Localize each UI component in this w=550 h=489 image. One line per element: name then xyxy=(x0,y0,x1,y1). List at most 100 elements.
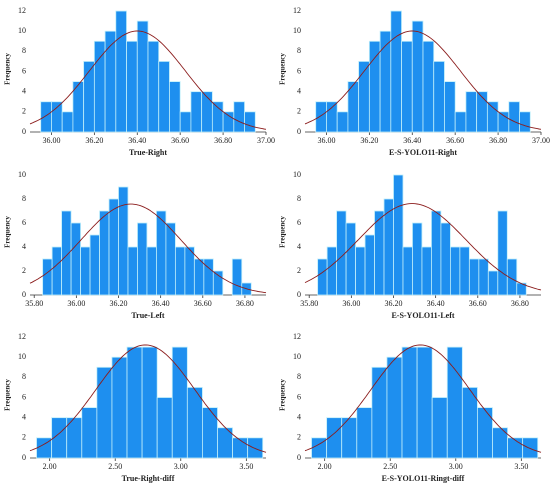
histogram-bar xyxy=(386,356,403,459)
y-axis-label: Frequency xyxy=(4,379,12,411)
histogram-bar xyxy=(326,246,338,296)
y-tick-label: 6 xyxy=(22,218,26,227)
histogram-bar xyxy=(146,246,157,296)
x-tick-label: 36.60 xyxy=(171,136,189,145)
histogram-bar xyxy=(147,40,160,133)
histogram-bar xyxy=(402,246,413,296)
histogram-bar xyxy=(126,346,143,459)
x-tick-label: 2.50 xyxy=(108,462,122,471)
y-tick-label: 8 xyxy=(22,194,26,203)
histogram-bar xyxy=(222,111,235,133)
histogram-bar xyxy=(137,222,148,296)
y-axis-label: Frequency xyxy=(279,216,287,248)
x-axis-label: True-Right-diff xyxy=(122,474,175,483)
x-axis-label: E-S-YOLO11-Left xyxy=(391,311,454,320)
histogram-bar xyxy=(444,81,456,133)
histogram-bar xyxy=(431,210,442,296)
histogram-bar xyxy=(61,111,74,133)
histogram-bar xyxy=(356,407,373,459)
histogram-bar xyxy=(508,101,520,133)
histogram-panel: 0 2 4 6 8 10 35.80 36.00 36.20 36.40 36.60 36.80 Tru… xyxy=(4,170,267,320)
x-axis-label: E-S-YOLO11-Right xyxy=(389,148,457,157)
histogram-bar xyxy=(454,111,467,133)
histogram-bar xyxy=(108,198,119,296)
histogram-bar xyxy=(401,40,413,133)
x-tick-label: 36.60 xyxy=(194,299,212,308)
normal-fit-curve xyxy=(29,344,267,453)
x-tick-label: 36.20 xyxy=(110,299,128,308)
histogram-bar xyxy=(487,270,499,296)
histogram-bar xyxy=(156,210,167,296)
x-tick-label: 36.60 xyxy=(469,299,487,308)
x-tick-label: 36.00 xyxy=(42,136,60,145)
x-tick-label: 35.80 xyxy=(300,299,318,308)
histogram-bar xyxy=(497,111,510,133)
y-tick-label: 0 xyxy=(297,127,301,136)
y-tick-label: 10 xyxy=(293,170,301,179)
histogram-bar xyxy=(497,210,508,296)
y-tick-label: 8 xyxy=(22,372,26,381)
histogram-bar xyxy=(522,437,539,459)
x-tick-label: 36.80 xyxy=(214,136,232,145)
x-axis-label: E-S-YOLO11-Ringt-diff xyxy=(382,474,465,483)
x-tick-label: 36.40 xyxy=(128,136,146,145)
x-axis-label: True-Right xyxy=(129,148,167,157)
histogram-bar xyxy=(81,407,98,459)
histogram-bar xyxy=(127,246,138,296)
histogram-bar xyxy=(136,20,149,133)
histogram-bar xyxy=(212,270,224,296)
y-tick-label: 4 xyxy=(22,87,26,96)
y-tick-label: 8 xyxy=(297,372,301,381)
normal-fit-curve xyxy=(29,30,267,130)
histogram-bar xyxy=(174,246,186,296)
y-tick-label: 10 xyxy=(293,26,301,35)
histogram-bar xyxy=(171,346,188,459)
histogram-bar xyxy=(383,198,394,296)
histogram-bar xyxy=(476,91,488,133)
histogram-bar xyxy=(51,101,63,133)
histogram-bar xyxy=(93,40,106,133)
histogram-bar xyxy=(477,407,493,459)
histogram-bar xyxy=(179,111,192,133)
y-tick-label: 2 xyxy=(22,266,26,275)
y-tick-label: 8 xyxy=(297,46,301,55)
histogram-bar xyxy=(315,101,327,133)
histogram-bar xyxy=(368,40,381,133)
y-tick-label: 4 xyxy=(22,242,26,251)
histogram-bar xyxy=(433,61,445,133)
y-tick-label: 0 xyxy=(297,290,301,299)
y-tick-label: 6 xyxy=(297,392,301,401)
y-tick-label: 10 xyxy=(18,170,26,179)
histogram-bar xyxy=(317,258,328,296)
x-tick-label: 3.00 xyxy=(449,462,463,471)
histogram-bar xyxy=(401,346,418,459)
x-tick-label: 35.80 xyxy=(25,299,43,308)
y-tick-label: 6 xyxy=(297,218,301,227)
histogram-bar xyxy=(202,407,218,459)
histogram-bar xyxy=(40,101,52,133)
histogram-bar xyxy=(203,258,214,296)
x-tick-label: 36.40 xyxy=(427,299,445,308)
histogram-bar xyxy=(190,91,203,133)
normal-fit-curve xyxy=(29,203,267,294)
y-axis-label: Frequency xyxy=(4,53,12,85)
histogram-bar xyxy=(232,437,249,459)
histogram-bar xyxy=(186,387,203,459)
histogram-panel: 0 2 4 6 8 10 12 36.00 36.20 36.40 36.60 36.80 37.00 E… xyxy=(279,6,550,157)
y-tick-label: 4 xyxy=(297,87,301,96)
histogram-bar xyxy=(393,174,404,296)
histogram-bar xyxy=(51,246,63,296)
histogram-bar xyxy=(184,246,195,296)
y-tick-label: 8 xyxy=(22,46,26,55)
x-tick-label: 2.00 xyxy=(43,462,57,471)
x-tick-label: 36.20 xyxy=(85,136,103,145)
histogram-bar xyxy=(211,101,224,133)
y-tick-label: 2 xyxy=(297,266,301,275)
histogram-bar xyxy=(42,258,53,296)
histogram-bar xyxy=(431,397,448,459)
x-tick-label: 36.00 xyxy=(317,136,335,145)
y-tick-label: 0 xyxy=(22,290,26,299)
histogram-bar xyxy=(336,111,349,133)
histogram-bar xyxy=(247,437,264,459)
histogram-panel: 0 2 4 6 8 10 12 36.00 36.20 36.40 36.60 36.80 37.00 T… xyxy=(4,6,275,157)
